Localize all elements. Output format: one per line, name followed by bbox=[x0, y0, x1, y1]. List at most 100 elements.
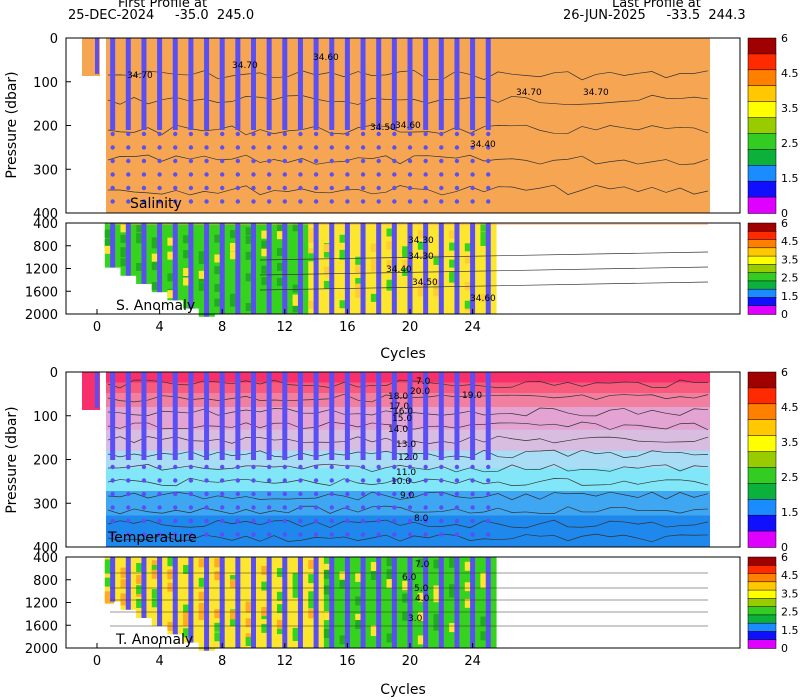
profile-dot-2-8 bbox=[220, 505, 225, 510]
tanom-patch-18-3 bbox=[370, 570, 381, 580]
profile-dot-0-23 bbox=[454, 199, 460, 204]
profile-dot-2-24 bbox=[470, 491, 475, 497]
profile-dot-2-12 bbox=[282, 491, 287, 497]
colorbar-swatch-1-2 bbox=[747, 239, 777, 249]
colorbar-swatch-2-8 bbox=[747, 499, 777, 516]
colorbar-swatch-1-3 bbox=[747, 247, 777, 257]
tanom-patch-23-4 bbox=[449, 557, 459, 567]
profile-dot-2-17 bbox=[360, 478, 366, 483]
xtick-label-1-1: 4 bbox=[155, 320, 163, 335]
profile-dot-0-1 bbox=[110, 145, 115, 150]
tanom-patch-20-3 bbox=[402, 581, 412, 591]
profile-dot-0-24 bbox=[470, 199, 475, 204]
tanom-patch-15-3 bbox=[323, 629, 334, 639]
colorbar-swatch-0-3 bbox=[747, 85, 777, 103]
sanom-patch-19-3 bbox=[386, 260, 395, 269]
profile-dot-0-4 bbox=[157, 199, 162, 204]
profile-bar-0-22 bbox=[438, 38, 444, 130]
colorbar-tick-1-4: 1.5 bbox=[781, 290, 799, 303]
profile-bar-3-14 bbox=[313, 557, 319, 648]
profile-bar-1-20 bbox=[407, 223, 413, 314]
colorbar-swatch-0-9 bbox=[747, 180, 777, 198]
temp-contour-8 bbox=[107, 491, 709, 501]
profile-dot-0-14 bbox=[313, 185, 319, 191]
tanom-patch-21-1 bbox=[417, 558, 428, 568]
profile-dot-2-17 bbox=[360, 491, 366, 497]
profile-bar-3-7 bbox=[204, 557, 210, 651]
sanom-patch-23-3 bbox=[449, 230, 457, 239]
tanom-patch-24-2 bbox=[464, 582, 475, 592]
profile-dot-0-7 bbox=[204, 199, 209, 204]
xtick-label-3-3: 12 bbox=[277, 654, 294, 669]
sanom-patch-12-4 bbox=[276, 277, 285, 286]
first-profile-line: 25-DEC-2024 -35.0 245.0 bbox=[68, 8, 255, 23]
profile-dot-2-12 bbox=[282, 505, 287, 510]
colorbar-swatch-2-9 bbox=[747, 514, 777, 532]
profile-dot-2-7 bbox=[204, 532, 209, 537]
profile-bar-2-8 bbox=[219, 372, 225, 460]
temp-contour-label-6: 15.0 bbox=[392, 414, 412, 424]
tanom-patch-10-2 bbox=[245, 601, 256, 611]
profile-dot-2-10 bbox=[251, 505, 256, 510]
profile-bar-1-7 bbox=[204, 223, 210, 317]
profile-dot-2-15 bbox=[329, 505, 334, 510]
profile-dot-0-11 bbox=[266, 158, 272, 164]
sanom-patch-4-3 bbox=[151, 262, 160, 271]
profile-bar-3-21 bbox=[423, 557, 429, 648]
colorbar-swatch-3-6 bbox=[747, 606, 777, 616]
profile-bar-0-24 bbox=[470, 38, 476, 130]
profile-dot-0-11 bbox=[266, 199, 272, 204]
colorbar-swatch-2-1 bbox=[747, 387, 777, 405]
profile-dot-2-13 bbox=[298, 532, 303, 537]
sanom-patch-4-2 bbox=[151, 253, 160, 262]
tanom-patch-7-3 bbox=[198, 577, 209, 587]
profile-dot-0-24 bbox=[470, 131, 475, 137]
profile-bar-2-14 bbox=[313, 372, 319, 460]
profile-dot-0-23 bbox=[454, 185, 460, 191]
tanom-patch-19-1 bbox=[386, 557, 396, 567]
profile-bar-0-5 bbox=[172, 38, 178, 130]
sanom-patch-16-2 bbox=[339, 234, 348, 243]
profile-dot-0-5 bbox=[173, 199, 178, 204]
ytick-label-3-2: 1200 bbox=[25, 597, 58, 612]
profile-dot-0-2 bbox=[126, 158, 131, 164]
profile-dot-0-10 bbox=[251, 172, 256, 177]
colorbar-tick-2-4: 1.5 bbox=[781, 506, 799, 519]
ytick-label-2-3: 300 bbox=[33, 497, 58, 512]
colorbar-swatch-0-0 bbox=[747, 37, 777, 55]
tanom-patch-19-4 bbox=[386, 633, 396, 643]
sanom-patch-6-4 bbox=[183, 268, 191, 277]
profile-dot-2-10 bbox=[251, 518, 256, 524]
profile-dot-0-18 bbox=[376, 199, 381, 204]
profile-dot-2-4 bbox=[157, 505, 162, 510]
profile-dot-0-8 bbox=[220, 199, 225, 204]
profile-bar-2-3 bbox=[141, 372, 147, 460]
profile-dot-2-1 bbox=[110, 478, 115, 483]
sanom-patch-22-2 bbox=[433, 256, 442, 265]
tanom-patch-4-0 bbox=[151, 560, 162, 570]
profile-dot-0-15 bbox=[329, 158, 334, 164]
profile-bar-1-12 bbox=[282, 223, 288, 314]
profile-dot-2-16 bbox=[345, 532, 350, 537]
ytick-label-0-3: 300 bbox=[33, 163, 58, 178]
sanom-patch-8-4 bbox=[214, 298, 223, 307]
ytick-label-0-2: 200 bbox=[33, 120, 58, 135]
profile-dot-2-5 bbox=[173, 532, 178, 537]
profile-dot-2-17 bbox=[360, 505, 366, 510]
tanom-patch-16-2 bbox=[339, 571, 349, 581]
profile-dot-2-21 bbox=[423, 491, 428, 497]
profile-dot-0-13 bbox=[298, 172, 303, 177]
salinity-contour-label-5: 34.70 bbox=[583, 88, 609, 98]
profile-bar-1-6 bbox=[188, 223, 194, 309]
ytick-label-3-4: 2000 bbox=[25, 642, 58, 657]
profile-bar-2-23 bbox=[454, 372, 460, 460]
profile-dot-2-20 bbox=[407, 532, 413, 537]
tanom-contour-label-2: 5.0 bbox=[414, 584, 429, 594]
ytick-label-0-4: 400 bbox=[33, 207, 58, 222]
tanom-patch-19-3 bbox=[386, 579, 396, 589]
sanom-patch-17-4 bbox=[355, 283, 364, 292]
profile-dot-0-14 bbox=[313, 158, 319, 164]
tanom-patch-11-3 bbox=[261, 581, 271, 591]
profile-dot-0-2 bbox=[126, 172, 131, 177]
